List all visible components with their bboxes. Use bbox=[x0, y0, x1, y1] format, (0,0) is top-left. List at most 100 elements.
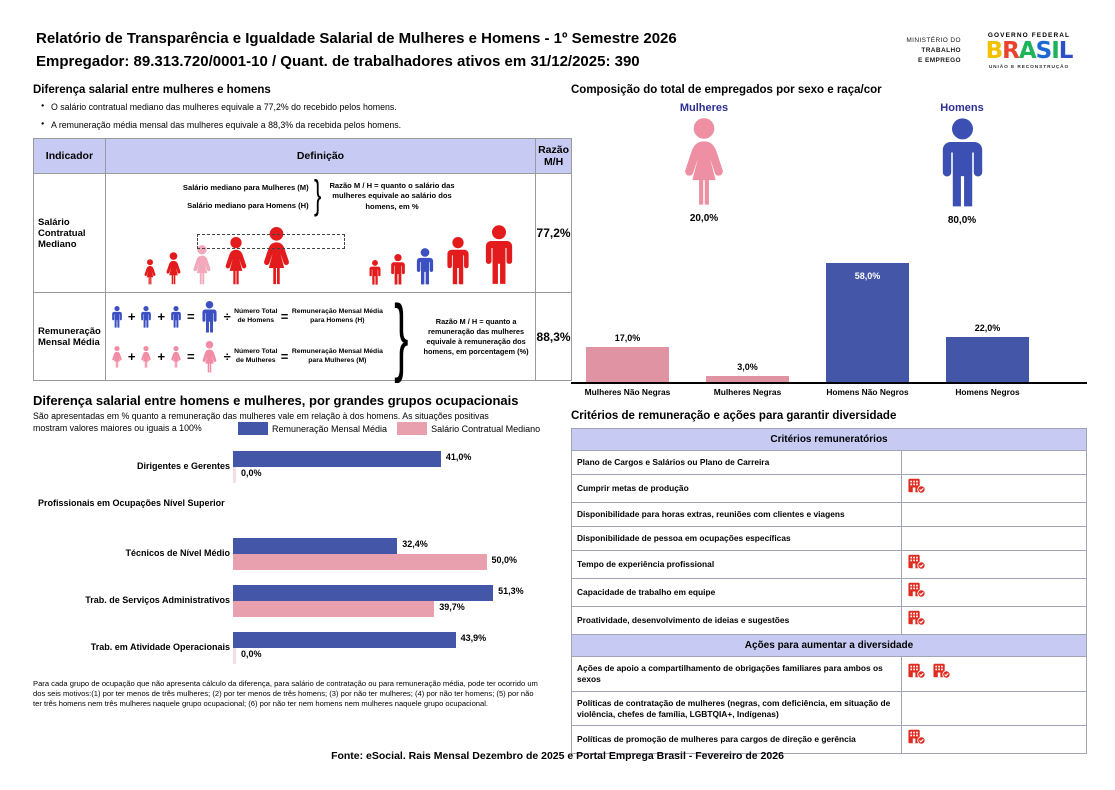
brasil-letter: A bbox=[1018, 38, 1037, 65]
criteria-row: Cumprir metas de produção bbox=[571, 473, 1088, 503]
remuneracao-bar: 43,9% bbox=[233, 631, 486, 648]
legend-swatch-pink bbox=[397, 422, 428, 436]
median-connector-box bbox=[196, 234, 345, 249]
criteria-title: Critérios de remuneração e ações para ga… bbox=[571, 410, 897, 422]
bullet-mean-remuneration: A remuneração média mensal das mulheres … bbox=[41, 120, 558, 130]
building-check-icon bbox=[908, 730, 926, 746]
col-definicao: Definição bbox=[104, 138, 537, 174]
occupational-bar-group: Dirigentes e Gerentes 41,0% 0,0% bbox=[33, 450, 558, 483]
ratio-explanation: Razão M / H = quanto o salário das mulhe… bbox=[329, 181, 455, 211]
occupational-bars: 32,4% 50,0% bbox=[233, 537, 517, 570]
criteria-row-status bbox=[900, 525, 1088, 551]
salario-bar: 0,0% bbox=[233, 466, 262, 483]
criteria-section-row: Critérios remuneratórios bbox=[571, 428, 1087, 451]
remuneracao-bar: 32,4% bbox=[233, 537, 428, 554]
man-icon bbox=[478, 225, 520, 285]
criteria-row-label: Ações de apoio a compartilhamento de obr… bbox=[571, 655, 902, 692]
criteria-section-header: Ações para aumentar a diversidade bbox=[571, 633, 1087, 657]
col-indicador: Indicador bbox=[33, 138, 106, 174]
salary-diff-bullets: O salário contratual mediano das mulhere… bbox=[41, 102, 558, 130]
salario-bar: 50,0% bbox=[233, 553, 517, 570]
bar-value-label: 39,7% bbox=[439, 601, 465, 612]
criteria-row-label: Cumprir metas de produção bbox=[571, 473, 902, 503]
bar-value-label: 32,4% bbox=[402, 538, 428, 549]
col-razao: Razão M/H bbox=[535, 138, 573, 174]
indicator-table: Indicador Definição Razão M/H Salário Co… bbox=[33, 138, 573, 384]
occupational-title: Diferença salarial entre homens e mulher… bbox=[33, 393, 519, 409]
criteria-row-label: Disponibilidade de pessoa em ocupações e… bbox=[571, 525, 902, 551]
race-composition-chart: 17,0% 3,0% 58,0% 22,0% bbox=[571, 246, 1087, 384]
left-column: Diferença salarial entre mulheres e home… bbox=[33, 84, 573, 754]
occupational-category-label: Técnicos de Nível Médio bbox=[125, 547, 230, 558]
brace-icon: } bbox=[394, 288, 409, 384]
occupational-footnote: Para cada grupo de ocupação que não apre… bbox=[33, 678, 538, 709]
report-source: Fonte: eSocial. Rais Mensal Dezembro de … bbox=[331, 750, 784, 762]
man-icon bbox=[109, 306, 125, 328]
man-icon bbox=[366, 260, 384, 285]
woman-icon bbox=[673, 118, 735, 206]
woman-icon bbox=[168, 346, 184, 368]
median-woman-icon bbox=[188, 245, 216, 285]
criteria-row-status bbox=[900, 450, 1088, 475]
bar-value-label: 0,0% bbox=[241, 467, 262, 478]
composition-title: Composição do total de empregados por se… bbox=[571, 84, 882, 96]
bar-value-label: 58,0% bbox=[854, 271, 881, 282]
criteria-row: Políticas de contratação de mulheres (ne… bbox=[571, 690, 1088, 727]
sex-composition: Mulheres 20,0% Homens 80,0% bbox=[571, 102, 1087, 244]
bar-value-label: 50,0% bbox=[491, 554, 518, 565]
criteria-row: Políticas de promoção de mulheres para c… bbox=[571, 725, 1088, 755]
row-salario-contratual: Salário Contratual Mediano Salário media… bbox=[33, 173, 573, 293]
bar-value-label: 41,0% bbox=[445, 451, 472, 462]
median-man-icon bbox=[412, 248, 438, 285]
salario-bar: 39,7% bbox=[233, 600, 465, 617]
mean-remuneration-diagram: + + = ÷ Número Total de Homens = Re bbox=[109, 288, 532, 384]
brace-icon: } bbox=[313, 173, 322, 217]
building-check-icon bbox=[908, 554, 926, 575]
median-men-line: Salário mediano para Homens (H) bbox=[187, 201, 309, 211]
composition-bar bbox=[946, 336, 1029, 382]
median-salary-diagram: Salário mediano para Mulheres (M) Salári… bbox=[109, 173, 532, 289]
remuneracao-bar: 51,3% bbox=[233, 584, 524, 601]
criteria-row-label: Políticas de promoção de mulheres para c… bbox=[571, 725, 902, 755]
occupational-category-label: Trab. em Atividade Operacionais bbox=[90, 641, 230, 652]
criteria-row-status bbox=[900, 725, 1088, 755]
building-check-icon bbox=[908, 582, 926, 598]
bar-value-label: 3,0% bbox=[737, 361, 758, 372]
man-icon bbox=[387, 254, 409, 285]
criteria-row: Tempo de experiência profissional bbox=[571, 549, 1088, 579]
bar-category-label: Mulheres Não Negras bbox=[584, 387, 671, 397]
building-check-icon bbox=[908, 729, 926, 750]
woman-icon bbox=[198, 341, 221, 373]
criteria-row: Ações de apoio a compartilhamento de obr… bbox=[571, 655, 1088, 692]
brasil-letter: L bbox=[1058, 38, 1074, 65]
man-icon bbox=[138, 306, 154, 328]
woman-icon bbox=[141, 259, 159, 285]
homens-group: Homens 80,0% bbox=[897, 102, 1027, 226]
bar-category-label: Mulheres Negras bbox=[713, 387, 782, 397]
women-result: Remuneração Mensal Média para Mulheres (… bbox=[291, 348, 383, 364]
building-check-icon bbox=[908, 478, 926, 494]
salary-diff-title: Diferença salarial entre mulheres e home… bbox=[33, 84, 271, 96]
report-employer-line: Empregador: 89.313.720/0001-10 / Quant. … bbox=[36, 53, 640, 70]
criteria-row-label: Plano de Cargos e Salários ou Plano de C… bbox=[571, 450, 902, 475]
building-check-icon bbox=[908, 610, 926, 631]
brasil-letter: S bbox=[1035, 38, 1053, 65]
bar-value-label: 51,3% bbox=[498, 585, 524, 596]
building-check-icon bbox=[908, 478, 926, 499]
women-divisor: Número Total de Mulheres bbox=[234, 348, 278, 364]
bullet-median-salary: O salário contratual mediano das mulhere… bbox=[41, 102, 558, 112]
bar-category-label: Homens Negros bbox=[955, 387, 1020, 397]
report-titles: Relatório de Transparência e Igualdade S… bbox=[36, 30, 677, 70]
women-formula: + + = ÷ Número Total de Mulheres = bbox=[109, 341, 384, 373]
criteria-row-status bbox=[900, 605, 1088, 635]
brasil-letter: B bbox=[985, 38, 1004, 65]
composition-bar bbox=[586, 347, 669, 382]
criteria-row: Capacidade de trabalho em equipe bbox=[571, 577, 1088, 607]
criteria-row-label: Capacidade de trabalho em equipe bbox=[571, 577, 902, 607]
criteria-section: Critérios de remuneração e ações para ga… bbox=[571, 410, 1088, 755]
men-figures bbox=[366, 225, 520, 285]
bar-value-label: 17,0% bbox=[614, 333, 641, 344]
bar-value-label: 43,9% bbox=[460, 632, 487, 643]
building-check-icon bbox=[933, 663, 951, 684]
